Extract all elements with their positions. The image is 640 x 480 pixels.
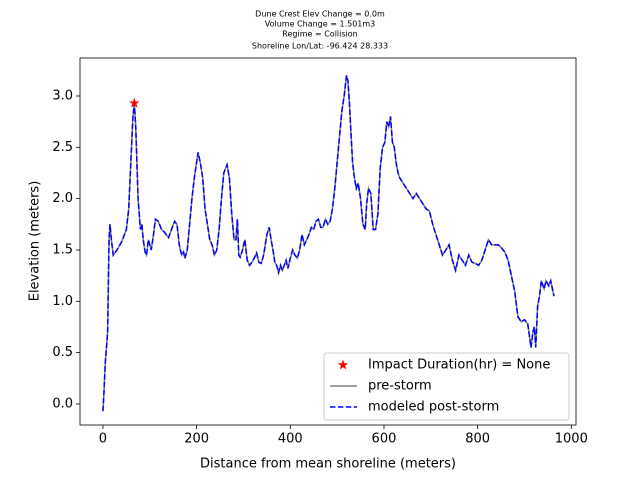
legend-label: pre-storm	[368, 379, 432, 394]
y-tick-label: 3.0	[52, 88, 73, 103]
x-tick-label: 600	[372, 432, 397, 447]
chart-title: Regime = Collision	[282, 30, 357, 39]
x-tick-label: 0	[99, 432, 107, 447]
chart-title: Shoreline Lon/Lat: -96.424 28.333	[252, 42, 388, 51]
y-tick-label: 0.0	[52, 396, 73, 411]
y-tick-label: 1.0	[52, 294, 73, 309]
impact-marker	[129, 97, 140, 108]
x-tick-label: 1000	[555, 432, 588, 447]
y-tick-label: 0.5	[52, 345, 73, 360]
x-tick-label: 800	[465, 432, 490, 447]
legend-marker	[337, 359, 349, 370]
chart-title: Volume Change = 1.501m3	[265, 20, 376, 29]
x-tick-label: 200	[184, 432, 209, 447]
chart-title: Dune Crest Elev Change = 0.0m	[255, 10, 385, 19]
x-tick-label: 400	[278, 432, 303, 447]
plot-frame	[79, 57, 577, 426]
y-tick-label: 2.5	[52, 140, 73, 155]
series-line	[102, 75, 555, 412]
y-tick-label: 2.0	[52, 191, 73, 206]
legend-box	[323, 352, 570, 421]
x-axis-label: Distance from mean shoreline (meters)	[200, 457, 456, 472]
legend-label: Impact Duration(hr) = None	[368, 358, 550, 373]
y-axis-label: Elevation (meters)	[28, 181, 43, 302]
y-tick-label: 1.5	[52, 242, 73, 257]
legend-label: modeled post-storm	[368, 400, 499, 415]
